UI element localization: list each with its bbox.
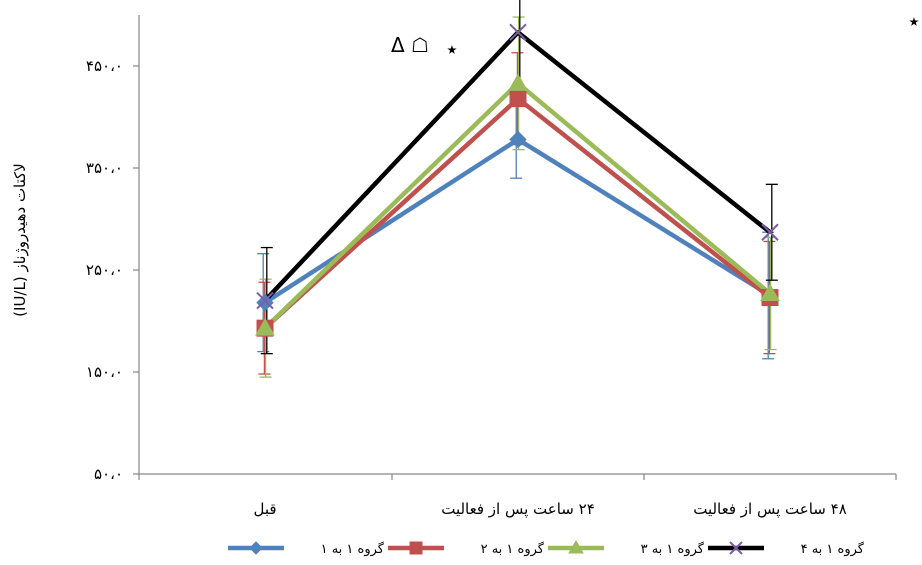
marker-x: [256, 291, 274, 310]
marker-diamond: [509, 130, 527, 149]
annotation-asterisk-corner: ٭: [909, 9, 920, 33]
annotations: Δ ☖ ٭ ٭: [391, 9, 920, 61]
marker-square: [509, 90, 527, 108]
x-category-label: قبل: [253, 500, 276, 518]
y-tick-label: ۱۵۰،۰: [86, 363, 123, 381]
marker-triangle: [255, 318, 275, 336]
marker-x: [729, 541, 743, 555]
x-ticks: قبل ۲۴ ساعت پس از فعالیت ۴۸ ساعت پس از فعا…: [138, 474, 897, 519]
axes: [138, 15, 896, 475]
error-bars: [257, 0, 778, 378]
legend-label: گروه ۱ به ۳: [641, 541, 705, 557]
y-tick-label: ۳۵۰،۰: [86, 159, 123, 177]
legend-label: گروه ۱ به ۱: [321, 541, 385, 557]
y-tick-label: ۴۵۰،۰: [86, 57, 123, 75]
marker-triangle: [760, 283, 780, 301]
series-markers: [255, 23, 780, 337]
marker-diamond: [256, 293, 274, 312]
y-tick-label: ۲۵۰،۰: [86, 261, 123, 279]
x-category-label: ۲۴ ساعت پس از فعالیت: [441, 500, 595, 519]
marker-x: [509, 23, 527, 42]
marker-triangle: [508, 73, 528, 91]
x-category-label: ۴۸ ساعت پس از فعالیت: [693, 500, 847, 519]
marker-x-stroke: [509, 23, 527, 42]
marker-x-stroke: [729, 541, 743, 555]
legend-label: گروه ۱ به ۴: [801, 541, 865, 557]
y-axis-label: لاکتات دهیدروژناز (IU/L): [11, 163, 29, 317]
legend-label: گروه ۱ به ۲: [481, 541, 545, 557]
marker-x: [761, 223, 779, 241]
marker-square: [409, 541, 423, 555]
marker-x-stroke: [761, 223, 779, 241]
y-ticks: ۵۰،۰ ۱۵۰،۰ ۲۵۰،۰ ۳۵۰،۰ ۴۵۰،۰: [86, 57, 139, 483]
annotation-delta-house: Δ ☖: [391, 33, 429, 57]
marker-diamond: [249, 541, 263, 555]
legend: گروه ۱ به ۱ گروه ۱ به ۲ گروه ۱ به ۳ گروه ۱ …: [228, 540, 865, 557]
y-tick-label: ۵۰،۰: [94, 465, 123, 483]
annotation-asterisk-mid: ٭: [447, 37, 458, 61]
marker-triangle: [568, 540, 584, 554]
marker-x-stroke: [256, 291, 274, 310]
